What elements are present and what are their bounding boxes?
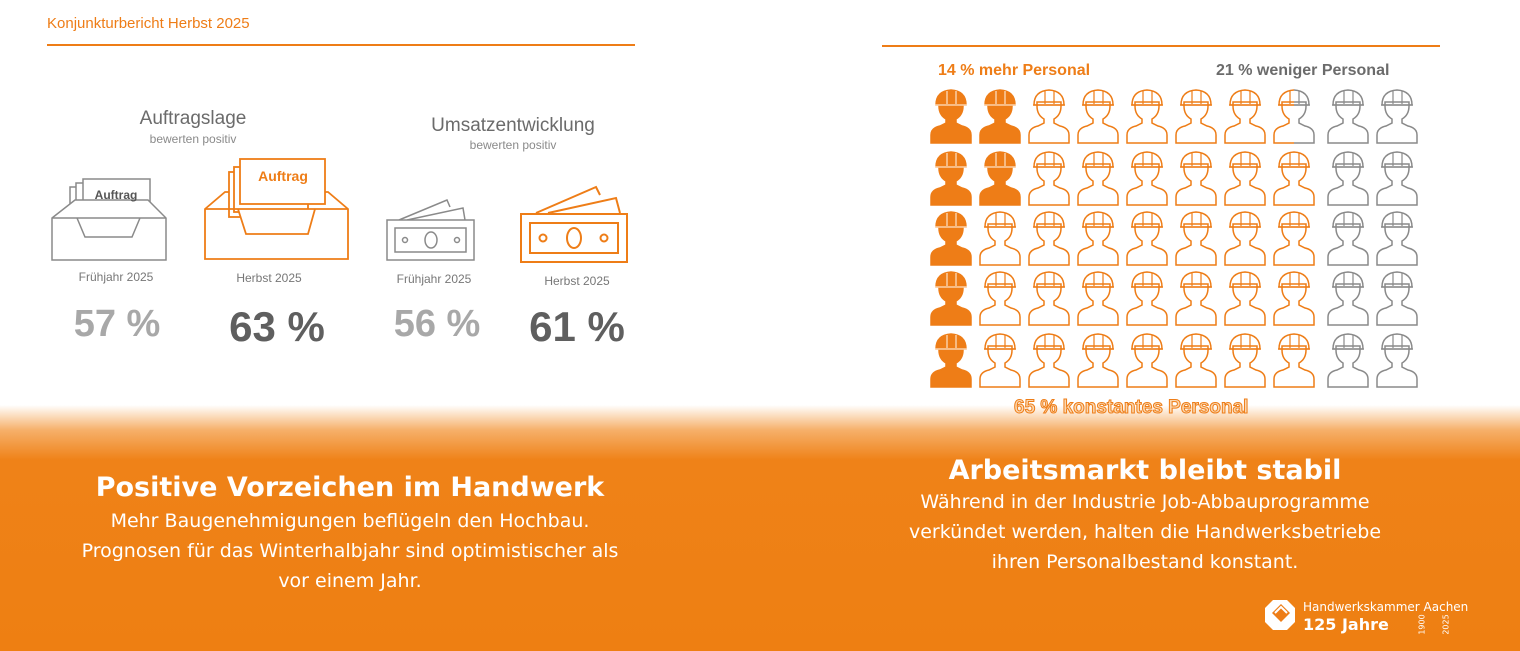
worker-outline-icon — [1026, 210, 1072, 266]
worker-outline-icon — [1222, 332, 1268, 388]
worker-gray-icon — [1374, 332, 1420, 388]
worker-outline-icon — [1271, 150, 1317, 206]
right-body-line: verkündet werden, halten die Handwerksbe… — [908, 521, 1382, 543]
umsatz-subtitle: bewerten positiv — [469, 138, 557, 152]
worker-gray-icon — [1325, 270, 1371, 326]
left-body: Mehr Baugenehmigungen beflügeln den Hoch… — [40, 506, 660, 596]
umsatz-autumn-period: Herbst 2025 — [544, 274, 610, 288]
left-body-line: Prognosen für das Winterhalbjahr sind op… — [81, 540, 619, 562]
worker-outline-icon — [1026, 88, 1072, 144]
auftrag-autumn-period: Herbst 2025 — [236, 271, 302, 285]
umsatz-autumn-value: 61 % — [529, 303, 625, 350]
worker-filled-icon — [928, 332, 974, 388]
worker-gray-icon — [1325, 332, 1371, 388]
worker-outline-icon — [1075, 150, 1121, 206]
worker-outline-icon — [1124, 270, 1170, 326]
worker-outline-icon — [1173, 150, 1219, 206]
worker-filled-icon — [928, 88, 974, 144]
worker-gray-icon — [1374, 88, 1420, 144]
worker-outline-icon — [1026, 150, 1072, 206]
worker-gray-icon — [1325, 210, 1371, 266]
left-headline: Positive Vorzeichen im Handwerk — [95, 472, 605, 503]
worker-outline-icon — [1124, 210, 1170, 266]
worker-filled-icon — [977, 150, 1023, 206]
worker-outline-icon — [1222, 210, 1268, 266]
worker-gray-icon — [1325, 150, 1371, 206]
worker-outline-icon — [1222, 150, 1268, 206]
worker-filled-icon — [928, 150, 974, 206]
worker-outline-icon — [1026, 332, 1072, 388]
auftrag-spring-value: 57 % — [73, 303, 161, 345]
worker-outline-icon — [1222, 270, 1268, 326]
order-tray-orange-icon: Auftrag — [204, 158, 349, 260]
right-body-line: Während in der Industrie Job-Abbauprogra… — [920, 491, 1370, 513]
worker-outline-icon — [977, 210, 1023, 266]
logo-year-to: 2025 — [1441, 614, 1451, 635]
worker-outline-icon — [1173, 210, 1219, 266]
worker-outline-icon — [1271, 210, 1317, 266]
worker-outline-icon — [1173, 88, 1219, 144]
worker-outline-icon — [977, 332, 1023, 388]
left-body-line: Mehr Baugenehmigungen beflügeln den Hoch… — [110, 510, 590, 532]
order-tray-gray-icon: Auftrag — [51, 178, 167, 261]
more-staff-label: 14 % mehr Personal — [938, 62, 1091, 79]
worker-outline-icon — [1271, 332, 1317, 388]
worker-outline-icon — [1173, 270, 1219, 326]
umsatz-title: Umsatzentwicklung — [431, 115, 595, 136]
worker-outline-icon — [977, 270, 1023, 326]
worker-outline-icon — [1075, 270, 1121, 326]
worker-gray-icon — [1374, 210, 1420, 266]
auftrag-autumn-value: 63 % — [229, 303, 325, 350]
umsatz-spring-value: 56 % — [393, 303, 481, 345]
header-divider-right — [882, 45, 1440, 47]
money-gray-icon — [386, 199, 475, 261]
order-card-label-orange: Auftrag — [258, 168, 308, 184]
worker-split-icon — [1271, 88, 1317, 144]
worker-outline-icon — [1124, 332, 1170, 388]
worker-filled-icon — [928, 270, 974, 326]
report-title: Konjunkturbericht Herbst 2025 — [47, 15, 250, 32]
money-orange-icon — [520, 185, 628, 263]
worker-outline-icon — [1173, 332, 1219, 388]
worker-outline-icon — [1026, 270, 1072, 326]
worker-outline-icon — [1124, 88, 1170, 144]
logo-anniversary: 125 Jahre — [1303, 615, 1389, 634]
right-headline: Arbeitsmarkt bleibt stabil — [948, 455, 1342, 486]
worker-gray-icon — [1374, 150, 1420, 206]
worker-outline-icon — [1124, 150, 1170, 206]
order-card-label: Auftrag — [95, 188, 138, 202]
umsatz-spring-period: Frühjahr 2025 — [396, 272, 472, 286]
less-staff-label: 21 % weniger Personal — [1216, 62, 1390, 79]
worker-outline-icon — [1271, 270, 1317, 326]
worker-outline-icon — [1222, 88, 1268, 144]
worker-outline-icon — [1075, 88, 1121, 144]
left-body-line: vor einem Jahr. — [278, 570, 422, 592]
right-body: Während in der Industrie Job-Abbauprogra… — [845, 487, 1445, 577]
logo-name: Handwerkskammer Aachen — [1303, 600, 1469, 614]
hwk-logo-icon — [1265, 600, 1295, 630]
worker-outline-icon — [1075, 332, 1121, 388]
header-divider-left — [47, 44, 635, 46]
worker-gray-icon — [1325, 88, 1371, 144]
auftragslage-subtitle: bewerten positiv — [149, 132, 237, 146]
logo-year-from: 1900 — [1417, 614, 1427, 635]
auftragslage-title: Auftragslage — [139, 108, 247, 129]
worker-outline-icon — [1075, 210, 1121, 266]
worker-gray-icon — [1374, 270, 1420, 326]
worker-filled-icon — [977, 88, 1023, 144]
auftrag-spring-period: Frühjahr 2025 — [78, 270, 154, 284]
worker-filled-icon — [928, 210, 974, 266]
constant-staff-label: 65 % konstantes Personal — [1013, 397, 1249, 419]
right-body-line: ihren Personalbestand konstant. — [991, 551, 1299, 573]
